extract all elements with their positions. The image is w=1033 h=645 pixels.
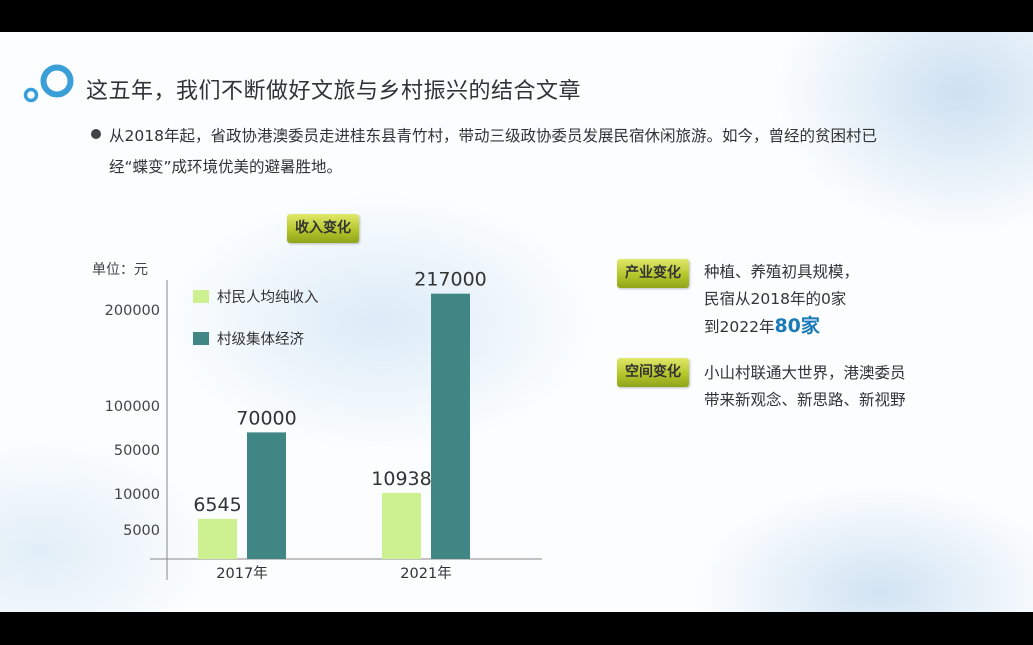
legend-label: 村级集体经济 (217, 331, 304, 348)
industry-change-tag: 产业变化 (617, 259, 689, 288)
y-tick-label: 10000 (114, 487, 160, 503)
income-bar-chart: 单位：元 5000 10000 50000 100000 200000 6545 10938 7… (92, 262, 542, 582)
legend-label: 村民人均纯收入 (217, 289, 319, 306)
y-tick-label: 200000 (105, 303, 160, 319)
bar-value-label: 6545 (193, 494, 241, 516)
legend-swatch (193, 332, 209, 345)
homestay-count-highlight: 80家 (774, 315, 820, 337)
y-tick-label: 100000 (105, 399, 160, 415)
industry-change-text: 种植、养殖初具规模， 民宿从2018年的0家 到2022年80家 (704, 259, 859, 341)
space-change-text: 小山村联通大世界，港澳委员带来新观念、新思路、新视野 (704, 364, 906, 409)
legend-swatch (193, 290, 209, 303)
x-tick-label: 2021年 (400, 565, 451, 582)
intro-text: 从2018年起，省政协港澳委员走进桂东县青竹村，带动三级政协委员发展民宿休闲旅游… (109, 127, 877, 176)
bar (247, 432, 286, 559)
bullet-dot-icon (91, 129, 101, 139)
bar (382, 492, 421, 559)
y-tick-label: 5000 (123, 523, 160, 539)
y-tick-label: 50000 (114, 443, 160, 459)
industry-line-1: 种植、养殖初具规模， (704, 263, 860, 281)
bar-value-label: 217000 (414, 269, 487, 291)
industry-line-3: 到2022年 (704, 318, 775, 336)
y-axis-label: 单位：元 (92, 262, 148, 278)
bar-value-label: 70000 (236, 407, 296, 429)
x-tick-label: 2017年 (216, 565, 267, 582)
space-change-tag: 空间变化 (617, 358, 689, 387)
bar-value-label: 10938 (371, 468, 431, 490)
bar (198, 518, 237, 559)
circles-logo-icon (23, 64, 74, 103)
industry-line-2: 民宿从2018年的0家 (704, 290, 847, 308)
slide-title: 这五年，我们不断做好文旅与乡村振兴的结合文章 (86, 79, 582, 104)
chart-title-tag: 收入变化 (287, 214, 359, 243)
bar (431, 293, 470, 559)
slide: 这五年，我们不断做好文旅与乡村振兴的结合文章 从2018年起，省政协港澳委员走进… (0, 32, 1033, 612)
